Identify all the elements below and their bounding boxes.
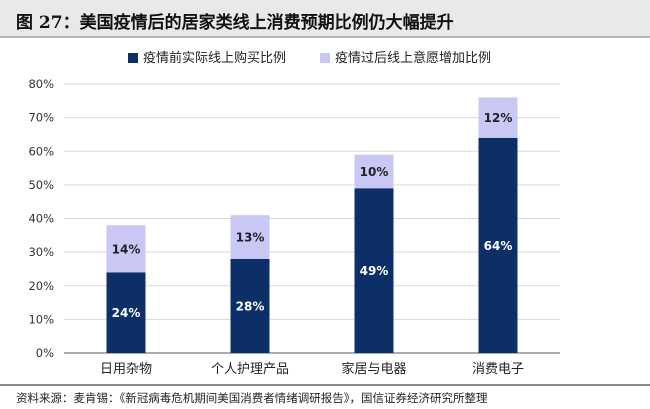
y-tick-label: 50% [28, 178, 54, 192]
x-tick-label: 消费电子 [472, 362, 524, 377]
bar-before [106, 272, 146, 353]
data-label: 24% [112, 306, 141, 320]
x-tick-label: 日用杂物 [100, 362, 152, 377]
legend-swatch [320, 53, 330, 63]
stacked-bar-chart: 0% 10% 20% 30% 40% 50% 60% 70% 80% 24% 14% 日用杂物 28% 1… [28, 50, 560, 377]
footer: 资料来源：麦肯锡：《新冠病毒危机期间美国消费者情绪调研报告》，国信证券经济研究所… [0, 384, 650, 409]
data-label: 64% [484, 239, 513, 253]
legend-label: 疫情过后线上意愿增加比例 [335, 50, 491, 66]
data-label: 14% [112, 242, 141, 256]
legend-label: 疫情前实际线上购买比例 [143, 50, 286, 66]
data-label: 13% [236, 230, 265, 244]
data-label: 10% [360, 165, 389, 179]
y-tick-label: 30% [28, 245, 54, 259]
data-label: 28% [236, 299, 265, 313]
bar-after [230, 215, 270, 259]
data-label: 49% [360, 264, 389, 278]
x-tick-label: 家居与电器 [341, 361, 406, 377]
bar-after [354, 154, 394, 189]
y-tick-label: 40% [28, 212, 54, 226]
y-tick-label: 20% [28, 279, 54, 293]
x-tick-label: 个人护理产品 [211, 362, 289, 377]
y-tick-label: 10% [28, 312, 54, 326]
y-tick-label: 70% [28, 111, 54, 125]
bar-before [230, 258, 270, 353]
y-tick-label: 0% [36, 346, 54, 360]
legend-swatch [128, 53, 138, 63]
data-label: 12% [484, 111, 513, 125]
bar-before [354, 188, 394, 353]
y-tick-label: 80% [28, 77, 54, 91]
y-tick-label: 60% [28, 144, 54, 158]
bar-after [478, 97, 518, 138]
chart-title: 图 27：美国疫情后的居家类线上消费预期比例仍大幅提升 [16, 13, 454, 33]
title-bar: 图 27：美国疫情后的居家类线上消费预期比例仍大幅提升 [0, 0, 650, 38]
bar-after [106, 225, 146, 273]
source-note: 资料来源：麦肯锡：《新冠病毒危机期间美国消费者情绪调研报告》，国信证券经济研究所… [16, 391, 488, 405]
bar-before [478, 137, 518, 353]
